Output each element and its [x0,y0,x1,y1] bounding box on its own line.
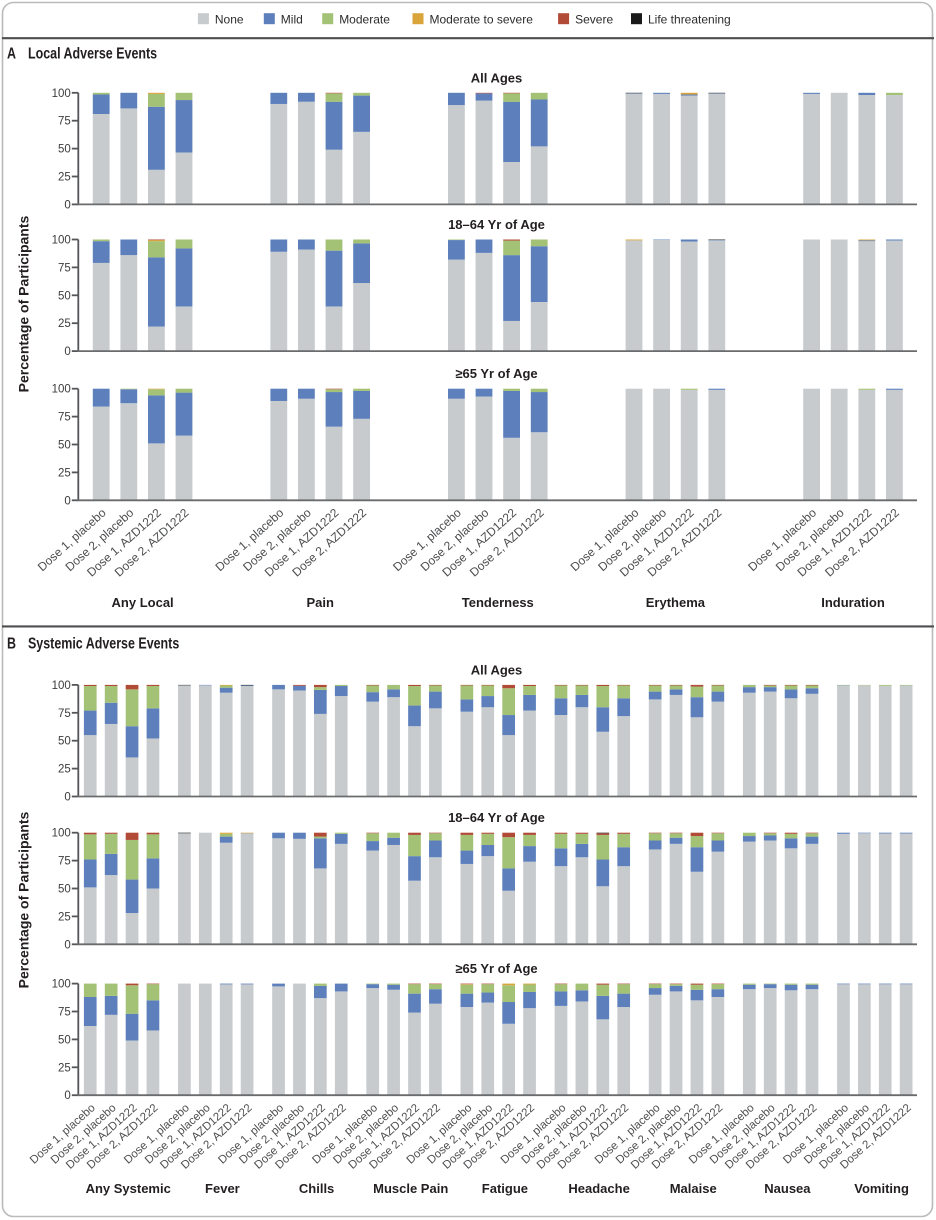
svg-text:50: 50 [58,144,71,156]
svg-text:50: 50 [58,1034,71,1046]
svg-text:0: 0 [64,939,70,951]
svg-text:B: B [7,635,16,653]
svg-text:0: 0 [64,792,70,804]
svg-text:Systemic Adverse Events: Systemic Adverse Events [28,635,179,653]
svg-text:100: 100 [52,680,71,692]
svg-text:75: 75 [58,412,71,424]
svg-text:Tenderness: Tenderness [462,595,534,610]
svg-text:Pain: Pain [306,595,334,610]
svg-text:0: 0 [64,199,70,211]
svg-text:0: 0 [64,1090,70,1102]
svg-text:100: 100 [52,384,71,396]
svg-text:25: 25 [58,1062,71,1074]
svg-text:Chills: Chills [299,1181,334,1196]
svg-text:Percentage of Participants: Percentage of Participants [16,811,32,988]
svg-text:Severe: Severe [575,12,613,26]
svg-text:Nausea: Nausea [764,1181,811,1196]
svg-text:Vomiting: Vomiting [854,1181,909,1196]
svg-text:None: None [215,12,244,26]
svg-text:All Ages: All Ages [471,70,523,85]
svg-text:25: 25 [58,318,71,330]
svg-text:Life threatening: Life threatening [648,12,731,26]
svg-text:75: 75 [58,116,71,128]
svg-text:Induration: Induration [821,595,885,610]
svg-text:50: 50 [58,290,71,302]
svg-text:75: 75 [58,708,71,720]
svg-text:Fever: Fever [205,1181,240,1196]
svg-text:100: 100 [52,88,71,100]
svg-text:25: 25 [58,911,71,923]
svg-text:75: 75 [58,1007,71,1019]
svg-text:≥65 Yr of Age: ≥65 Yr of Age [455,366,537,381]
svg-text:25: 25 [58,764,71,776]
svg-text:25: 25 [58,467,71,479]
svg-text:0: 0 [64,495,70,507]
svg-text:25: 25 [58,172,71,184]
svg-text:≥65 Yr of Age: ≥65 Yr of Age [455,961,537,976]
svg-text:100: 100 [52,828,71,840]
svg-text:50: 50 [58,440,71,452]
svg-text:Headache: Headache [568,1181,629,1196]
svg-text:75: 75 [58,262,71,274]
svg-text:0: 0 [64,346,70,358]
svg-text:Any Local: Any Local [112,595,174,610]
svg-text:Malaise: Malaise [670,1181,717,1196]
svg-text:Mild: Mild [281,12,303,26]
svg-text:Fatigue: Fatigue [482,1181,528,1196]
svg-text:Moderate: Moderate [339,12,390,26]
svg-text:Any Systemic: Any Systemic [86,1181,171,1196]
svg-text:18–64 Yr of Age: 18–64 Yr of Age [448,810,545,825]
svg-text:A: A [7,45,16,63]
svg-text:100: 100 [52,979,71,991]
svg-text:All Ages: All Ages [471,662,523,677]
svg-text:18–64 Yr of Age: 18–64 Yr of Age [448,217,545,232]
svg-text:Muscle Pain: Muscle Pain [373,1181,448,1196]
svg-text:75: 75 [58,856,71,868]
svg-text:Local Adverse Events: Local Adverse Events [28,45,157,63]
svg-text:50: 50 [58,736,71,748]
svg-text:50: 50 [58,884,71,896]
svg-text:Percentage of Participants: Percentage of Participants [16,215,32,392]
svg-text:100: 100 [52,235,71,247]
svg-text:Erythema: Erythema [646,595,706,610]
svg-text:Moderate to severe: Moderate to severe [430,12,534,26]
